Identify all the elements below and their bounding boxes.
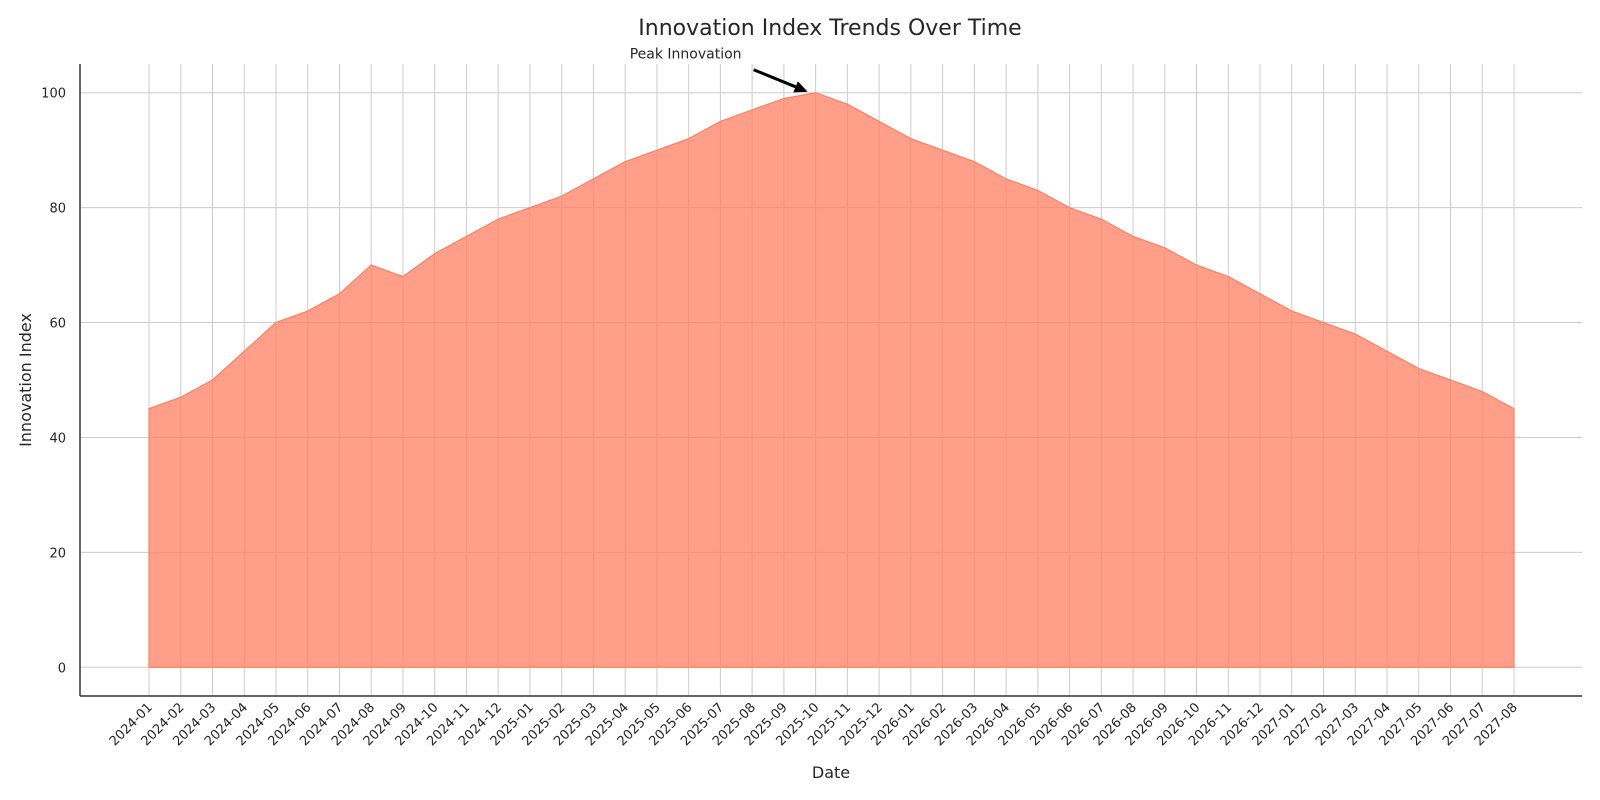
y-tick-label: 100: [41, 87, 66, 102]
area-fill: [148, 92, 1515, 668]
y-tick-labels: 0 20 40 60 80 100: [41, 87, 66, 677]
y-tick-label: 20: [49, 546, 66, 561]
chart-title: Innovation Index Trends Over Time: [638, 16, 1021, 41]
y-tick-label: 80: [49, 202, 66, 217]
x-axis-label: Date: [812, 763, 850, 782]
annotation-arrow-head: [793, 81, 808, 93]
y-tick-label: 60: [49, 317, 66, 332]
y-tick-label: 40: [49, 431, 66, 446]
annotation-arrow-line: [753, 68, 797, 89]
peak-annotation: Peak Innovation: [630, 47, 808, 93]
y-tick-label: 0: [58, 661, 66, 676]
axes-spines: [79, 64, 1582, 697]
y-axis-label: Innovation Index: [16, 313, 35, 447]
area-series: [148, 92, 1515, 668]
annotation-text: Peak Innovation: [630, 47, 742, 63]
x-tick-labels: 2024-012024-022024-032024-042024-052024-…: [107, 700, 1521, 749]
